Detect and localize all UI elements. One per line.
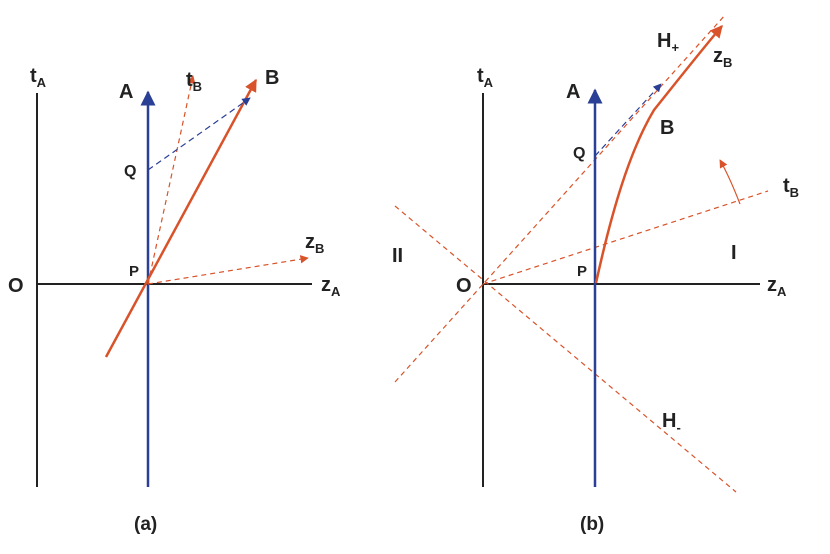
worldline-a-label: A (119, 81, 133, 103)
caption-b: (b) (580, 514, 604, 535)
panel-a: tA A tB B Q P zB O zA (a) (8, 65, 341, 535)
origin-label: O (8, 275, 24, 297)
horizon-h-plus (394, 13, 727, 383)
point-q-label: Q (124, 163, 136, 180)
z-a-label: zA (767, 274, 787, 299)
z-a-label: zA (321, 274, 341, 299)
region-2-label: II (392, 245, 403, 267)
worldline-b-label: B (660, 117, 674, 139)
t-b-axis (482, 190, 769, 285)
t-b-label: tB (783, 175, 799, 200)
z-b-label: zB (305, 231, 324, 256)
point-q-label: Q (573, 145, 585, 162)
worldline-b (104, 78, 258, 358)
caption-a: (a) (134, 514, 157, 535)
worldline-b (594, 25, 723, 284)
point-p-label: P (577, 263, 587, 280)
worldline-a-label: A (566, 81, 580, 103)
t-b-label: tB (186, 69, 202, 94)
t-a-label: tA (477, 65, 494, 90)
signal-q-to-b (594, 83, 662, 157)
origin-label: O (456, 275, 472, 297)
z-b-axis (147, 255, 309, 285)
h-plus-label: H+ (657, 30, 679, 55)
panel-b: tA A H+ zB B Q tB II I P O zA H- (b) (392, 13, 799, 535)
horizon-h-minus (394, 205, 737, 493)
point-p-label: P (129, 263, 139, 280)
worldline-b-label: B (265, 67, 279, 89)
t-b-axis (147, 75, 196, 285)
t-a-label: tA (30, 65, 47, 90)
z-b-label: zB (713, 45, 732, 70)
rotation-arrow (719, 159, 741, 205)
signal-q-to-b (147, 97, 251, 171)
h-minus-label: H- (662, 410, 681, 435)
region-1-label: I (731, 242, 737, 264)
